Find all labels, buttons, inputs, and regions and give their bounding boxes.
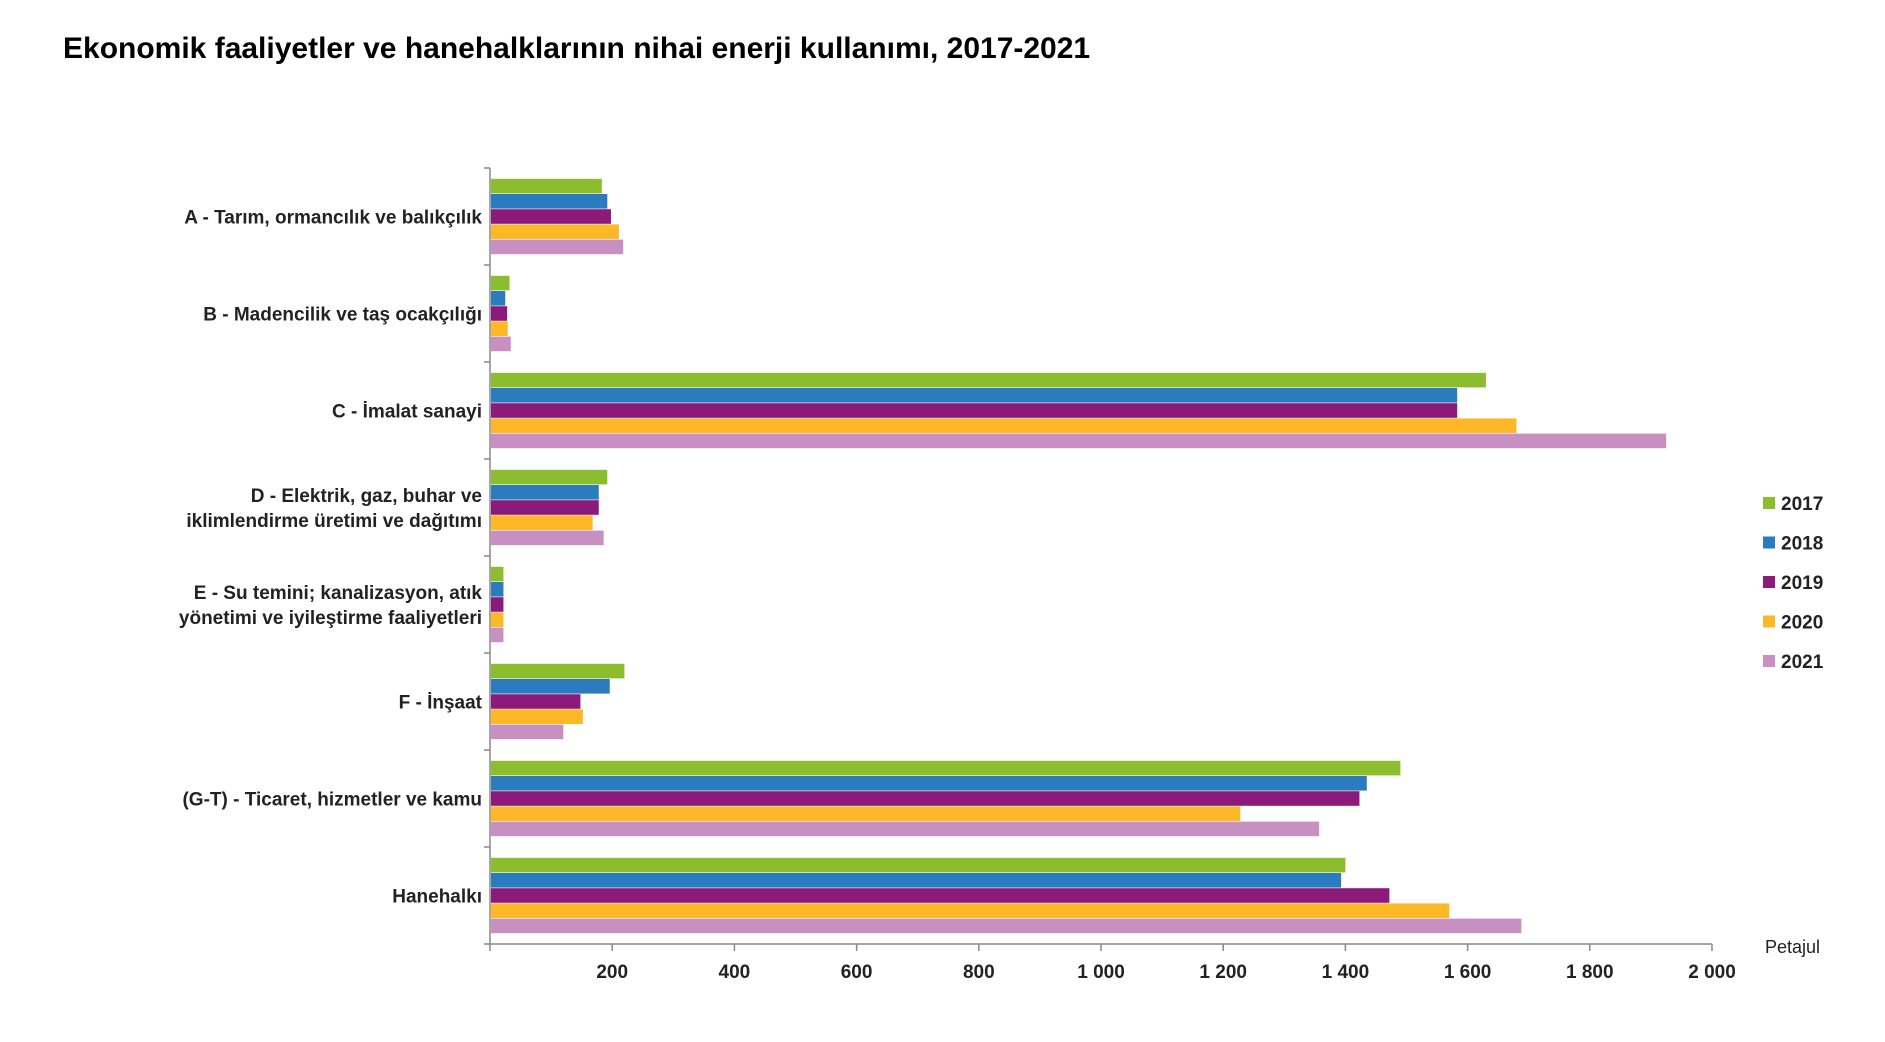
bar-2018-cat-6 xyxy=(491,776,1367,791)
bar-2018-cat-7 xyxy=(491,873,1342,888)
bar-2018-cat-5 xyxy=(491,679,610,694)
bar-2020-cat-6 xyxy=(491,806,1241,821)
bar-2017-cat-5 xyxy=(491,663,625,679)
legend-swatch-2021 xyxy=(1763,655,1775,667)
bar-2021-cat-0 xyxy=(491,239,624,255)
legend-label-2019: 2019 xyxy=(1781,573,1823,594)
bar-2020-cat-2 xyxy=(491,418,1517,433)
bar-2018-cat-4 xyxy=(491,582,504,597)
chart-title: Ekonomik faaliyetler ve hanehalklarının … xyxy=(63,32,1091,65)
bar-2021-cat-3 xyxy=(491,530,604,546)
category-label: iklimlendirme üretimi ve dağıtımı xyxy=(186,511,482,532)
legend-swatch-2017 xyxy=(1763,497,1775,509)
legend-swatch-2020 xyxy=(1763,615,1775,628)
legend: 2017 2018 2019 2020 2021 xyxy=(1763,494,1824,673)
bar-2019-cat-6 xyxy=(491,791,1360,806)
category-label: (G-T) - Ticaret, hizmetler ve kamu xyxy=(182,790,482,811)
x-axis-unit-label: Petajul xyxy=(1765,937,1820,957)
bar-2019-cat-3 xyxy=(491,500,599,515)
category-label: Hanehalkı xyxy=(392,887,482,908)
bar-2019-cat-4 xyxy=(491,597,504,612)
x-tick-label: 200 xyxy=(596,962,628,983)
bar-2019-cat-2 xyxy=(491,403,1458,418)
x-tick-label: 1 800 xyxy=(1566,962,1614,983)
category-label: D - Elektrik, gaz, buhar ve xyxy=(251,486,482,507)
bar-2017-cat-1 xyxy=(491,275,510,291)
bar-2021-cat-2 xyxy=(491,433,1667,449)
x-tick-label: 600 xyxy=(841,962,873,983)
x-tick-label: 400 xyxy=(719,962,751,983)
category-labels: A - Tarım, ormancılık ve balıkçılık B - M… xyxy=(179,208,483,908)
bar-2017-cat-3 xyxy=(491,469,608,485)
bar-2018-cat-0 xyxy=(491,194,608,209)
bar-2019-cat-7 xyxy=(491,888,1390,903)
category-label: A - Tarım, ormancılık ve balıkçılık xyxy=(184,208,482,229)
bar-2019-cat-5 xyxy=(491,694,581,709)
x-tick-label: 1 400 xyxy=(1322,962,1370,983)
category-label: E - Su temini; kanalizasyon, atık xyxy=(194,583,483,604)
legend-label-2017: 2017 xyxy=(1781,494,1823,515)
x-tick-label: 1 200 xyxy=(1199,962,1247,983)
bar-2019-cat-1 xyxy=(491,306,508,321)
bar-2017-cat-7 xyxy=(491,857,1346,873)
bar-2020-cat-5 xyxy=(491,709,583,724)
bar-2017-cat-2 xyxy=(491,372,1486,388)
bar-2017-cat-0 xyxy=(491,178,602,194)
bar-2019-cat-0 xyxy=(491,209,611,224)
bar-2021-cat-4 xyxy=(491,627,504,643)
x-tick-label: 800 xyxy=(963,962,995,983)
bar-2020-cat-7 xyxy=(491,903,1450,918)
legend-label-2020: 2020 xyxy=(1781,613,1823,634)
legend-label-2018: 2018 xyxy=(1781,534,1823,555)
bar-2021-cat-5 xyxy=(491,724,564,740)
bar-2020-cat-0 xyxy=(491,224,619,239)
legend-swatch-2018 xyxy=(1763,536,1775,549)
legend-label-2021: 2021 xyxy=(1781,652,1824,673)
bar-2017-cat-6 xyxy=(491,760,1401,776)
category-label: B - Madencilik ve taş ocakçılığı xyxy=(203,305,482,326)
bar-2020-cat-4 xyxy=(491,612,504,627)
category-label: yönetimi ve iyileştirme faaliyetleri xyxy=(179,608,482,629)
bar-2017-cat-4 xyxy=(491,566,504,582)
x-tick-label: 1 000 xyxy=(1077,962,1125,983)
bars-group xyxy=(491,178,1667,934)
bar-2021-cat-6 xyxy=(491,821,1320,837)
x-tick-label: 1 600 xyxy=(1444,962,1492,983)
category-label: F - İnşaat xyxy=(399,693,483,714)
bar-2021-cat-1 xyxy=(491,336,511,352)
bar-2020-cat-1 xyxy=(491,321,508,336)
bar-2018-cat-3 xyxy=(491,485,599,500)
bar-2018-cat-2 xyxy=(491,388,1458,403)
category-label: C - İmalat sanayi xyxy=(332,402,482,423)
axes-group xyxy=(484,167,1713,951)
bar-2021-cat-7 xyxy=(491,918,1522,934)
x-tick-label: 2 000 xyxy=(1688,962,1736,983)
bar-2020-cat-3 xyxy=(491,515,593,530)
bar-2018-cat-1 xyxy=(491,291,506,306)
legend-swatch-2019 xyxy=(1763,576,1775,588)
tick-labels: 200 400 600 800 1 000 1 200 1 400 1 600 1 800 2 0… xyxy=(596,962,1735,983)
